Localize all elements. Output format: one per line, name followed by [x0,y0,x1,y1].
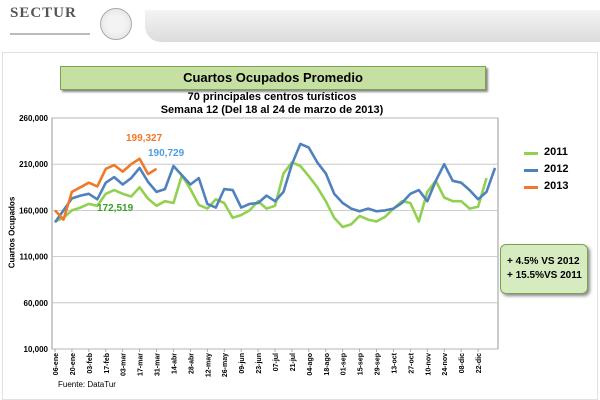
x-tick-label: 28-abr [188,353,195,374]
logo-text: SECTUR [10,5,77,21]
x-tick-label: 31-mar [155,353,162,376]
header-bar [145,10,600,42]
x-tick-label: 21-jul [290,353,297,371]
y-tick-label: 210,000 [19,160,48,169]
x-tick-label: 10-nov [425,353,432,376]
stat-vs-2011: + 15.5%VS 2011 [507,270,582,281]
x-tick-label: 03-feb [87,353,94,374]
mexico-seal-icon [100,8,132,40]
legend-swatch-2012 [524,169,538,172]
y-tick-label: 260,000 [19,114,48,123]
x-tick-label: 07-jul [273,353,280,371]
legend-swatch-2013 [524,186,538,189]
x-tick-label: 20-ene [70,353,77,375]
x-tick-label: 13-oct [391,352,398,373]
chart-subtitle: 70 principales centros turísticos [187,91,357,103]
x-tick-label: 27-oct [408,352,415,373]
y-tick-label: 10,000 [24,345,49,354]
x-tick-label: 04-ago [307,353,314,376]
chart-title: Cuartos Ocupados Promedio [60,66,486,90]
x-tick-label: 15-sep [358,353,365,375]
source-note: Fuente: DataTur [58,380,116,389]
x-tick-label: 14-abr [171,353,178,374]
x-tick-label: 08-dic [459,353,466,373]
x-tick-label: 09-jun [239,353,246,374]
comparison-box: + 4.5% VS 2012 + 15.5%VS 2011 [500,244,588,294]
legend-swatch-2011 [524,152,538,155]
data-label-0: 199,327 [126,133,163,144]
logo-subtitle-bar [10,33,90,35]
x-tick-label: 24-nov [442,353,449,376]
series-line-2013 [54,157,158,221]
plot-area [51,117,499,350]
y-tick-label: 60,000 [24,299,49,308]
legend-label-2012: 2012 [544,163,569,175]
y-tick-label: 110,000 [20,253,49,262]
data-label-1: 190,729 [148,148,185,159]
x-tick-label: 18-ago [324,353,331,376]
x-tick-label: 17-mar [138,353,145,376]
series-line-2012 [53,142,497,224]
x-tick-label: 12-may [205,353,212,377]
series-line-2011 [54,161,488,229]
x-tick-label: 01-sep [341,353,348,375]
chart-subtitle-week: Semana 12 (Del 18 al 24 de marzo de 2013… [160,104,384,116]
x-tick-label: 06-ene [53,353,60,375]
stat-vs-2012: + 4.5% VS 2012 [507,256,580,267]
x-tick-label: 03-mar [121,353,128,376]
x-tick-label: 17-feb [104,353,111,374]
x-tick-label: 23-jun [256,353,263,374]
sectur-logo: SECTUR [10,4,77,22]
header: SECTUR [0,0,600,48]
x-tick-label: 22-dic [476,353,483,373]
legend-label-2013: 2013 [544,180,569,192]
legend-label-2011: 2011 [544,146,568,158]
y-tick-label: 160,000 [19,206,48,215]
x-tick-label: 29-sep [375,353,382,375]
x-tick-label: 26-may [222,353,229,377]
data-label-2: 172,519 [97,203,134,214]
